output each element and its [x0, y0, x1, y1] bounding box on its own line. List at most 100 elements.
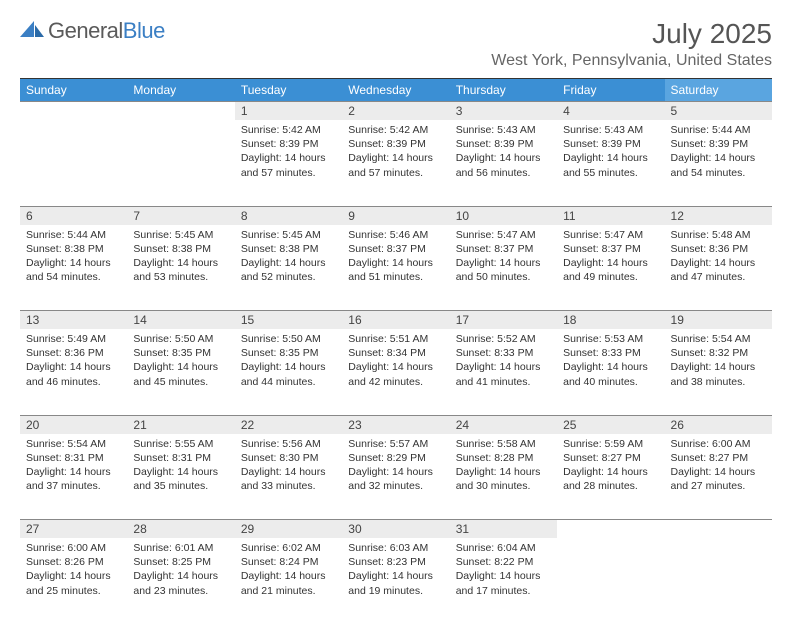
day-sr: Sunrise: 5:53 AM — [563, 332, 658, 346]
day-number-cell: 15 — [235, 311, 342, 330]
day-info-cell: Sunrise: 5:49 AMSunset: 8:36 PMDaylight:… — [20, 329, 127, 415]
day-number-cell: 16 — [342, 311, 449, 330]
day-dl1: Daylight: 14 hours — [348, 569, 443, 583]
day-dl2: and 46 minutes. — [26, 375, 121, 389]
day-info-cell: Sunrise: 5:57 AMSunset: 8:29 PMDaylight:… — [342, 434, 449, 520]
day-sr: Sunrise: 5:47 AM — [456, 228, 551, 242]
day-number-cell — [127, 102, 234, 121]
day-dl1: Daylight: 14 hours — [26, 569, 121, 583]
day-dl2: and 45 minutes. — [133, 375, 228, 389]
day-header: Tuesday — [235, 79, 342, 102]
day-dl1: Daylight: 14 hours — [671, 465, 766, 479]
day-header-row: Sunday Monday Tuesday Wednesday Thursday… — [20, 79, 772, 102]
day-dl2: and 50 minutes. — [456, 270, 551, 284]
day-dl1: Daylight: 14 hours — [671, 256, 766, 270]
day-ss: Sunset: 8:35 PM — [133, 346, 228, 360]
day-number-cell: 3 — [450, 102, 557, 121]
day-info-cell: Sunrise: 5:44 AMSunset: 8:38 PMDaylight:… — [20, 225, 127, 311]
day-dl1: Daylight: 14 hours — [563, 360, 658, 374]
day-ss: Sunset: 8:39 PM — [456, 137, 551, 151]
day-dl2: and 32 minutes. — [348, 479, 443, 493]
day-dl2: and 40 minutes. — [563, 375, 658, 389]
day-sr: Sunrise: 5:42 AM — [241, 123, 336, 137]
day-info-cell: Sunrise: 5:43 AMSunset: 8:39 PMDaylight:… — [450, 120, 557, 206]
day-info-cell: Sunrise: 5:47 AMSunset: 8:37 PMDaylight:… — [557, 225, 664, 311]
day-info-cell: Sunrise: 6:01 AMSunset: 8:25 PMDaylight:… — [127, 538, 234, 624]
day-ss: Sunset: 8:22 PM — [456, 555, 551, 569]
day-ss: Sunset: 8:36 PM — [26, 346, 121, 360]
day-dl1: Daylight: 14 hours — [563, 256, 658, 270]
day-info-cell: Sunrise: 6:00 AMSunset: 8:27 PMDaylight:… — [665, 434, 772, 520]
day-dl2: and 28 minutes. — [563, 479, 658, 493]
daynum-row: 6789101112 — [20, 206, 772, 225]
day-ss: Sunset: 8:38 PM — [241, 242, 336, 256]
day-number-cell: 21 — [127, 415, 234, 434]
day-sr: Sunrise: 5:48 AM — [671, 228, 766, 242]
day-info-cell — [127, 120, 234, 206]
day-ss: Sunset: 8:33 PM — [456, 346, 551, 360]
info-row: Sunrise: 5:49 AMSunset: 8:36 PMDaylight:… — [20, 329, 772, 415]
day-dl1: Daylight: 14 hours — [456, 360, 551, 374]
day-dl1: Daylight: 14 hours — [456, 151, 551, 165]
day-dl2: and 47 minutes. — [671, 270, 766, 284]
day-dl1: Daylight: 14 hours — [241, 465, 336, 479]
day-dl2: and 44 minutes. — [241, 375, 336, 389]
day-ss: Sunset: 8:24 PM — [241, 555, 336, 569]
day-dl2: and 35 minutes. — [133, 479, 228, 493]
day-dl2: and 55 minutes. — [563, 166, 658, 180]
day-sr: Sunrise: 6:04 AM — [456, 541, 551, 555]
calendar-table: Sunday Monday Tuesday Wednesday Thursday… — [20, 78, 772, 624]
day-info-cell: Sunrise: 5:51 AMSunset: 8:34 PMDaylight:… — [342, 329, 449, 415]
day-sr: Sunrise: 6:00 AM — [26, 541, 121, 555]
day-number-cell — [20, 102, 127, 121]
day-info-cell: Sunrise: 6:00 AMSunset: 8:26 PMDaylight:… — [20, 538, 127, 624]
day-number-cell: 31 — [450, 520, 557, 539]
day-sr: Sunrise: 5:43 AM — [563, 123, 658, 137]
day-ss: Sunset: 8:26 PM — [26, 555, 121, 569]
day-info-cell: Sunrise: 5:42 AMSunset: 8:39 PMDaylight:… — [235, 120, 342, 206]
logo-text-1: General — [48, 18, 123, 43]
day-dl1: Daylight: 14 hours — [133, 256, 228, 270]
day-sr: Sunrise: 5:50 AM — [241, 332, 336, 346]
day-info-cell: Sunrise: 5:43 AMSunset: 8:39 PMDaylight:… — [557, 120, 664, 206]
day-number-cell: 22 — [235, 415, 342, 434]
day-number-cell: 1 — [235, 102, 342, 121]
day-sr: Sunrise: 5:58 AM — [456, 437, 551, 451]
day-dl2: and 52 minutes. — [241, 270, 336, 284]
day-number-cell: 27 — [20, 520, 127, 539]
day-ss: Sunset: 8:37 PM — [456, 242, 551, 256]
daynum-row: 20212223242526 — [20, 415, 772, 434]
day-dl2: and 17 minutes. — [456, 584, 551, 598]
day-sr: Sunrise: 6:02 AM — [241, 541, 336, 555]
day-dl2: and 33 minutes. — [241, 479, 336, 493]
day-dl1: Daylight: 14 hours — [456, 256, 551, 270]
day-info-cell: Sunrise: 6:03 AMSunset: 8:23 PMDaylight:… — [342, 538, 449, 624]
day-number-cell: 12 — [665, 206, 772, 225]
day-ss: Sunset: 8:34 PM — [348, 346, 443, 360]
day-ss: Sunset: 8:38 PM — [133, 242, 228, 256]
day-number-cell: 19 — [665, 311, 772, 330]
day-header: Thursday — [450, 79, 557, 102]
day-dl2: and 37 minutes. — [26, 479, 121, 493]
day-ss: Sunset: 8:39 PM — [348, 137, 443, 151]
day-info-cell: Sunrise: 5:52 AMSunset: 8:33 PMDaylight:… — [450, 329, 557, 415]
day-ss: Sunset: 8:39 PM — [241, 137, 336, 151]
day-sr: Sunrise: 5:55 AM — [133, 437, 228, 451]
day-number-cell: 20 — [20, 415, 127, 434]
day-info-cell: Sunrise: 6:04 AMSunset: 8:22 PMDaylight:… — [450, 538, 557, 624]
day-sr: Sunrise: 5:45 AM — [133, 228, 228, 242]
day-header: Saturday — [665, 79, 772, 102]
day-sr: Sunrise: 5:57 AM — [348, 437, 443, 451]
day-ss: Sunset: 8:38 PM — [26, 242, 121, 256]
title-block: July 2025 West York, Pennsylvania, Unite… — [491, 18, 772, 70]
day-dl2: and 57 minutes. — [241, 166, 336, 180]
day-dl1: Daylight: 14 hours — [348, 465, 443, 479]
day-info-cell: Sunrise: 5:59 AMSunset: 8:27 PMDaylight:… — [557, 434, 664, 520]
day-dl2: and 53 minutes. — [133, 270, 228, 284]
day-header: Friday — [557, 79, 664, 102]
day-ss: Sunset: 8:31 PM — [26, 451, 121, 465]
day-number-cell: 6 — [20, 206, 127, 225]
day-dl1: Daylight: 14 hours — [456, 465, 551, 479]
day-info-cell: Sunrise: 5:56 AMSunset: 8:30 PMDaylight:… — [235, 434, 342, 520]
day-number-cell: 28 — [127, 520, 234, 539]
